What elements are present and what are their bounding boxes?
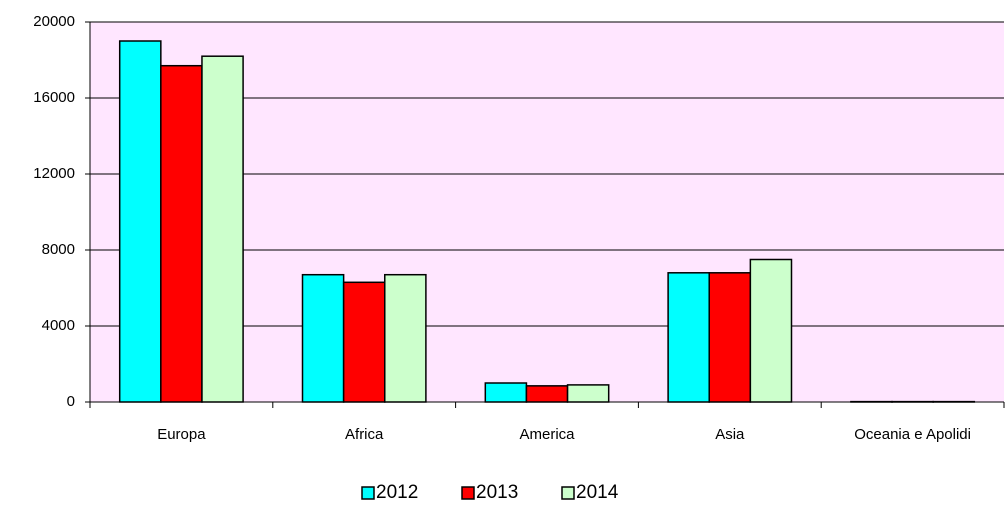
y-tick-label: 16000 [33, 89, 75, 106]
y-tick-label: 20000 [33, 13, 75, 30]
legend-label: 2014 [576, 482, 619, 503]
bar [485, 383, 526, 402]
bar [750, 260, 791, 403]
x-tick-label: America [519, 426, 575, 443]
x-tick-label: Oceania e Apolidi [854, 426, 971, 443]
bar [303, 275, 344, 402]
bar [161, 66, 202, 402]
bar [120, 41, 161, 402]
bar [709, 273, 750, 402]
bar [202, 56, 243, 402]
x-tick-label: Asia [715, 426, 745, 443]
bar [344, 282, 385, 402]
bar [526, 386, 567, 402]
x-tick-label: Europa [157, 426, 206, 443]
legend-label: 2013 [476, 482, 518, 503]
bar [568, 385, 609, 402]
legend-swatch [462, 487, 474, 499]
legend-label: 2012 [376, 482, 418, 503]
y-tick-label: 8000 [42, 241, 75, 258]
bar [668, 273, 709, 402]
y-tick-label: 4000 [42, 317, 75, 334]
legend-swatch [362, 487, 374, 499]
legend-swatch [562, 487, 574, 499]
y-tick-label: 0 [67, 393, 75, 410]
y-tick-label: 12000 [33, 165, 75, 182]
x-tick-label: Africa [345, 426, 384, 443]
bar [385, 275, 426, 402]
